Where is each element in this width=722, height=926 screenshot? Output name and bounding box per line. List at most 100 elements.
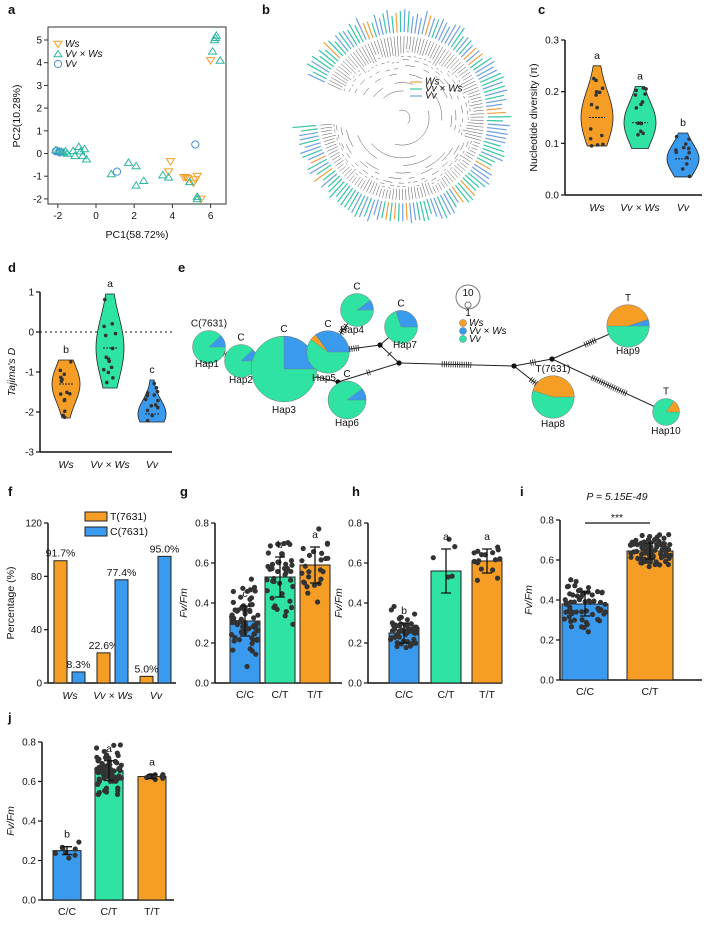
tree-leaf-label (335, 182, 348, 197)
y-axis-label: Tajima's D (6, 347, 18, 396)
network-edge (337, 362, 400, 383)
data-point (594, 589, 601, 595)
x-tick-label: 0 (93, 211, 99, 222)
tree-leaf-label (391, 15, 395, 34)
x-category-label: C/T (642, 686, 660, 698)
data-point-vv-ws (81, 154, 92, 163)
data-point (283, 608, 289, 615)
tree-branch (446, 73, 450, 77)
tree-leaf-label (313, 167, 333, 182)
data-point (586, 598, 592, 604)
tree-branch (461, 72, 471, 79)
tree-branch (380, 182, 385, 185)
tree-branch (343, 88, 346, 92)
data-point-vv (51, 147, 60, 156)
data-point (96, 756, 102, 762)
tree-leaf-label (328, 178, 343, 193)
data-point (639, 532, 645, 539)
mutation-tick (529, 359, 532, 366)
mutation-tick (338, 330, 344, 335)
allele-label: T (625, 293, 631, 304)
data-point (118, 775, 125, 781)
allele-label: C (397, 299, 404, 310)
data-point (58, 392, 63, 396)
error-bar (580, 591, 590, 617)
tree-branch (421, 182, 427, 197)
tree-branch (457, 66, 467, 74)
tree-leaf-label (445, 190, 457, 208)
data-point (269, 595, 275, 601)
tree-leaf-label (300, 128, 318, 132)
tree-leaf-label (483, 85, 506, 94)
tree-leaf-label (486, 107, 502, 111)
data-point (110, 321, 115, 326)
legend-label: Ws (469, 318, 483, 329)
tree-leaf-label (470, 169, 490, 185)
tree-leaf-label (373, 199, 379, 216)
tree-branch (458, 69, 469, 77)
data-point (636, 121, 640, 126)
tree-branch (377, 57, 381, 60)
tree-leaf-label (385, 202, 390, 220)
tree-branch (419, 187, 424, 198)
tree-branch (456, 163, 466, 171)
tree-branch (357, 69, 361, 73)
error-bar (240, 605, 250, 637)
tree-branch (327, 83, 342, 90)
tree-branch (413, 56, 417, 58)
data-point (571, 617, 578, 623)
data-point (638, 540, 644, 546)
data-point (265, 550, 271, 556)
mutation-tick (620, 388, 624, 395)
significance-letter: a (312, 529, 318, 541)
data-point (680, 167, 685, 171)
tree-leaf-label (334, 35, 349, 52)
data-point (116, 766, 123, 772)
tree-branch (472, 144, 479, 148)
tree-leaf-label (463, 47, 477, 61)
tree-branch (371, 143, 416, 159)
data-point (674, 150, 679, 155)
x-category-label: Vv (150, 690, 163, 702)
y-tick-label: 0.8 (22, 738, 36, 749)
pie-slice-ws (606, 304, 649, 327)
tree-leaf-label (485, 134, 507, 140)
mutation-tick (591, 338, 595, 345)
tree-leaf-label (334, 41, 347, 55)
error-bar (645, 542, 655, 560)
x-category-label: C/C (395, 689, 414, 701)
tree-branch (389, 73, 397, 76)
tree-branch (389, 184, 395, 186)
data-point (306, 574, 312, 580)
data-point (674, 134, 679, 139)
tree-branch (434, 48, 447, 67)
data-point (588, 136, 593, 141)
data-point (686, 146, 691, 151)
tree-branch (324, 141, 336, 146)
tree-branch (337, 164, 344, 169)
tree-branch (336, 68, 352, 81)
tree-branch (339, 166, 346, 172)
haplotype-label: Hap5 (312, 373, 336, 384)
tree-branch (441, 52, 452, 67)
legend-label: Vv (469, 334, 482, 345)
tree-branch (353, 51, 365, 67)
tree-branch (382, 185, 386, 188)
mutation-tick (618, 387, 622, 394)
mutation-tick (353, 345, 355, 352)
tree-branch (466, 125, 484, 128)
data-point (230, 599, 236, 606)
bar-value-label: 95.0% (150, 543, 180, 555)
tree-branch (462, 150, 465, 154)
data-point (150, 413, 154, 418)
x-category-label: C/T (101, 906, 119, 918)
data-point-vv-ws (163, 172, 174, 181)
haplotype-hap8: Hap8 T(7631) (531, 364, 575, 430)
data-point (104, 355, 109, 360)
tree-branch (334, 129, 336, 133)
tree-branch (385, 189, 388, 199)
data-point (631, 541, 637, 547)
data-point (306, 552, 313, 559)
data-point (589, 144, 594, 148)
tree-leaf-label (354, 195, 366, 217)
